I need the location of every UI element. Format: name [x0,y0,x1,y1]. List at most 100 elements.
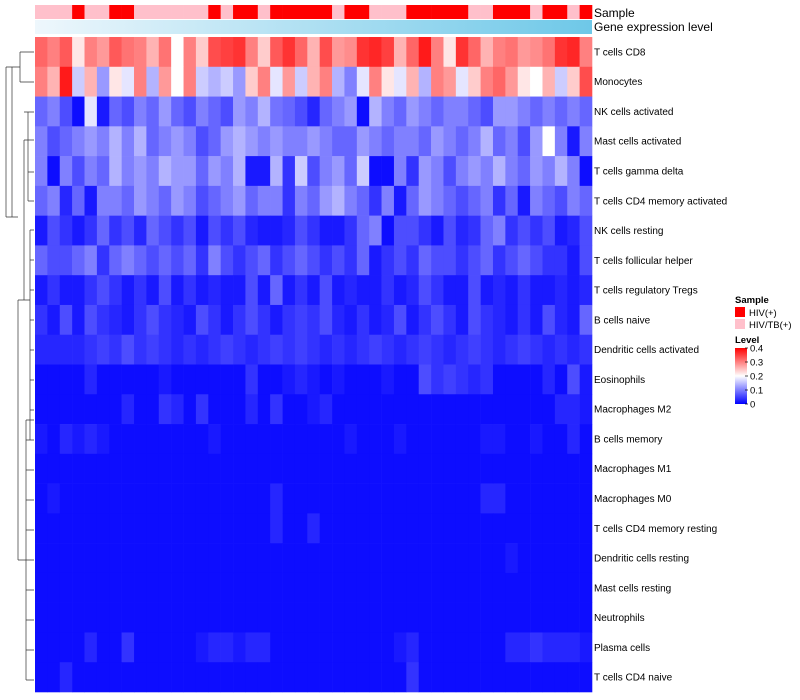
heatmap-cell [171,364,184,395]
heatmap-cell [319,334,333,365]
heatmap-cell [431,632,444,663]
heatmap-cell [356,66,370,97]
heatmap-cell [307,483,320,514]
heatmap-cell [554,37,568,68]
heatmap-cell [492,513,506,544]
heatmap-cell [245,513,259,544]
heatmap-cell [257,334,271,365]
heatmap-cell [567,572,580,603]
gene-expression-bar [35,20,592,34]
heatmap-cell [468,602,481,633]
heatmap-cell [344,483,358,514]
heatmap-cell [257,513,271,544]
heatmap-cell [381,424,395,455]
heatmap-cell [220,245,234,276]
heatmap-cell [542,215,556,246]
heatmap-cell [146,185,160,216]
heatmap-cell [270,275,283,306]
heatmap-cell [109,483,122,514]
heatmap-cell [406,156,420,187]
heatmap-cell [47,602,61,633]
heatmap-cell [121,334,135,365]
heatmap-cell [183,424,197,455]
heatmap-cell [344,364,358,395]
heatmap-cell [393,572,407,603]
sample-track-cell [344,5,358,19]
heatmap-cell [96,304,110,336]
heatmap-cell [492,453,506,484]
heatmap-cell [59,572,73,603]
heatmap-cell [109,96,122,127]
heatmap-cell [59,513,73,544]
heatmap-cell [195,662,209,693]
heatmap-cell [356,662,370,693]
heatmap-cell [59,453,73,484]
heatmap-cell [406,185,420,216]
heatmap-cell [96,602,110,633]
heatmap-cell [47,215,61,246]
heatmap-cell [492,602,506,633]
heatmap-cell [344,394,358,425]
heatmap-cell [72,394,85,425]
heatmap-cell [530,304,543,336]
heatmap-cell [59,245,73,276]
heatmap-cell [381,572,395,603]
heatmap-cell [257,215,271,246]
heatmap-cell [307,572,320,603]
heatmap-cell [84,245,98,276]
heatmap-cell [468,126,481,157]
heatmap-cell [171,215,184,246]
heatmap-cell [72,126,85,157]
heatmap-cell [480,602,494,633]
heatmap-cell [121,632,135,663]
row-label: T cells regulatory Tregs [594,286,698,297]
heatmap-cell [579,126,593,157]
heatmap-cell [307,513,320,544]
heatmap-cell [542,304,556,336]
heatmap-cell [121,662,135,693]
heatmap-cell [530,245,543,276]
heatmap-cell [406,364,420,395]
heatmap-cell [369,275,382,306]
heatmap-cell [220,156,234,187]
heatmap-cell [369,126,382,157]
heatmap-cell [517,662,531,693]
sample-track-cell [505,5,519,19]
heatmap-cell [554,156,568,187]
heatmap-cell [431,304,444,336]
heatmap-cell [183,96,197,127]
heatmap-cell [530,424,543,455]
heatmap-cell [84,513,98,544]
heatmap-cell [393,126,407,157]
heatmap-cell [381,245,395,276]
heatmap-cell [72,37,85,68]
heatmap-cell [455,513,469,544]
heatmap-cell [369,215,382,246]
heatmap-cell [121,543,135,574]
heatmap-cell [530,126,543,157]
legend-level-tick-label: 0.3 [750,358,763,369]
heatmap-cell [72,245,85,276]
heatmap-cell [134,364,147,395]
heatmap-cell [542,37,556,68]
heatmap-cell [517,572,531,603]
heatmap-cell [480,275,494,306]
heatmap-cell [146,37,160,68]
heatmap-cell [505,662,519,693]
heatmap-cell [567,424,580,455]
heatmap-cell [332,37,345,68]
legend-level-tick-label: 0.1 [750,386,763,397]
heatmap-cell [443,96,457,127]
heatmap-cell [443,483,457,514]
heatmap-cell [121,513,135,544]
heatmap-cell [517,37,531,68]
heatmap-cell [257,483,271,514]
heatmap-cell [567,156,580,187]
heatmap-cell [245,156,259,187]
heatmap-cell [443,513,457,544]
sample-track-cell [492,5,506,19]
heatmap-cell [393,185,407,216]
heatmap-cell [35,602,48,633]
heatmap-cell [344,215,358,246]
heatmap-cell [332,543,345,574]
